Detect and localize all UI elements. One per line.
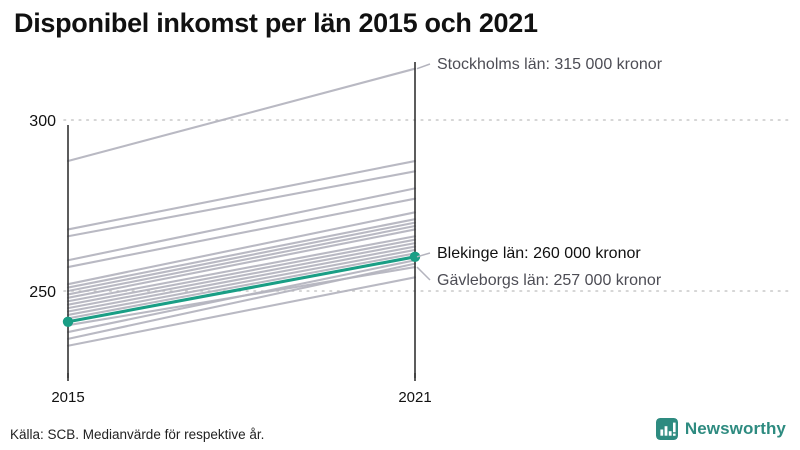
highlight-point-end bbox=[409, 251, 421, 262]
series-line bbox=[66, 242, 417, 310]
series-line bbox=[66, 276, 417, 347]
annotation-label-stockholm: Stockholms län: 315 000 kronor bbox=[437, 56, 663, 73]
series-line bbox=[66, 248, 417, 316]
axes bbox=[67, 62, 416, 378]
series-line bbox=[66, 187, 417, 262]
annotation-leader bbox=[416, 63, 431, 70]
highlight-points bbox=[62, 251, 421, 327]
y-axis-tick-labels: 250 300 bbox=[29, 113, 56, 301]
annotation-leader bbox=[416, 252, 431, 258]
series-line bbox=[66, 211, 417, 286]
series-line bbox=[66, 252, 417, 320]
annotation-label-gavleborg: Gävleborgs län: 257 000 kronor bbox=[437, 272, 662, 289]
newsworthy-branding: Newsworthy bbox=[655, 418, 786, 440]
brand-name: Newsworthy bbox=[684, 419, 786, 438]
series-line bbox=[66, 170, 417, 238]
x-tick-label: 2021 bbox=[398, 389, 431, 406]
series-line bbox=[66, 67, 417, 163]
series-line bbox=[66, 228, 417, 299]
y-tick-label: 250 bbox=[29, 284, 56, 301]
highlight-point-start bbox=[62, 316, 74, 327]
series-line bbox=[66, 262, 417, 340]
series-line bbox=[66, 197, 417, 269]
series-line bbox=[66, 259, 417, 334]
series-line bbox=[66, 235, 417, 303]
highlight-series-line bbox=[66, 255, 417, 324]
annotation-label-blekinge: Blekinge län: 260 000 kronor bbox=[437, 245, 641, 262]
annotation-leader bbox=[416, 266, 431, 281]
source-note: Källa: SCB. Medianvärde för respektive å… bbox=[10, 427, 265, 442]
series-line bbox=[66, 218, 417, 289]
series-line bbox=[66, 159, 417, 231]
x-axis-tick-labels: 2015 2021 bbox=[51, 373, 432, 406]
gridlines bbox=[63, 119, 791, 292]
series-annotations: Stockholms län: 315 000 kronor Blekinge l… bbox=[416, 56, 663, 289]
series-lines bbox=[66, 67, 417, 347]
x-tick-label: 2015 bbox=[51, 389, 84, 406]
series-line bbox=[66, 238, 417, 306]
series-line bbox=[66, 221, 417, 293]
slope-chart: 250 300 2015 2021 Stockholms län: 315 000 … bbox=[29, 56, 791, 406]
y-tick-label: 300 bbox=[29, 113, 56, 130]
series-line bbox=[66, 245, 417, 313]
series-line bbox=[66, 224, 417, 296]
bar-chart-icon bbox=[655, 418, 678, 440]
page-title: Disponibel inkomst per län 2015 och 2021 bbox=[14, 8, 538, 38]
